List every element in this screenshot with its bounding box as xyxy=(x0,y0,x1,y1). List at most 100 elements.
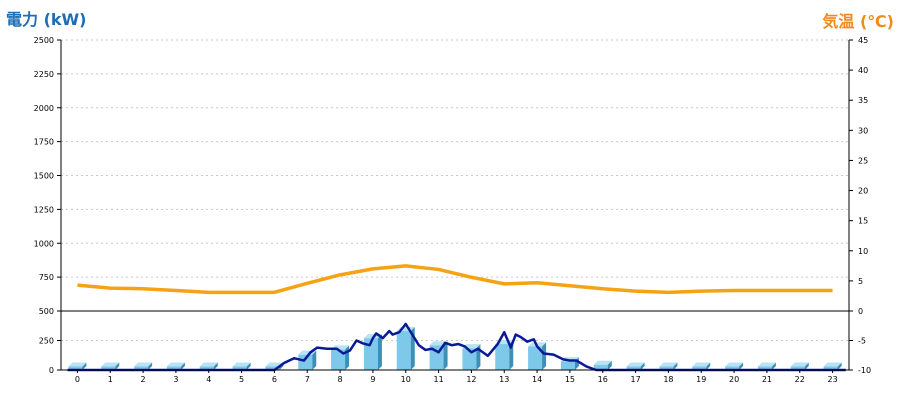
x-tick-label: 5 xyxy=(239,375,244,384)
x-tick-label: 3 xyxy=(173,375,178,384)
left-tick-label: 500 xyxy=(39,307,54,316)
x-tick-label: 15 xyxy=(565,375,575,384)
power-bar xyxy=(692,362,711,370)
power-bar xyxy=(626,362,645,370)
power-bar-side xyxy=(377,334,382,370)
power-bar xyxy=(68,362,87,370)
left-axis-ticks: 0 250 500 750 1000 1250 1500 1750 2000 2250 2500 xyxy=(34,36,61,375)
power-bar-side xyxy=(246,362,251,370)
power-bar xyxy=(823,362,842,370)
power-bar xyxy=(134,362,153,370)
right-tick-label: 15 xyxy=(858,217,868,226)
right-axis-title: 気温 (℃) xyxy=(822,12,894,31)
power-bar-top xyxy=(593,360,612,365)
power-bar xyxy=(757,362,776,370)
left-tick-label: 750 xyxy=(39,273,54,282)
x-tick-label: 4 xyxy=(206,375,211,384)
power-bar-side xyxy=(771,362,776,370)
left-tick-label: 2250 xyxy=(34,70,54,79)
right-tick-label: 20 xyxy=(858,187,868,196)
temperature-series xyxy=(77,264,833,295)
power-bar-front xyxy=(495,344,510,370)
x-tick-label: 9 xyxy=(370,375,375,384)
power-bar-front xyxy=(134,366,149,370)
power-bar xyxy=(363,334,382,370)
x-tick-label: 0 xyxy=(75,375,80,384)
x-axis-ticks: 0 1 2 3 4 5 6 7 8 9 10 11 12 13 14 15 16 17 18 19 20 21 22 23 xyxy=(75,370,838,384)
left-tick-label: 1500 xyxy=(34,172,54,181)
x-tick-label: 19 xyxy=(696,375,706,384)
power-bar-front xyxy=(331,349,346,370)
left-tick-label: 0 xyxy=(49,366,54,375)
power-line xyxy=(67,322,846,372)
power-bar-front xyxy=(232,366,247,370)
x-tick-label: 8 xyxy=(338,375,343,384)
right-tick-label: 45 xyxy=(858,36,868,45)
left-tick-label: 2500 xyxy=(34,36,54,45)
x-tick-label: 12 xyxy=(466,375,476,384)
power-bar-front xyxy=(199,366,214,370)
power-bar-top xyxy=(823,362,842,367)
x-tick-label: 18 xyxy=(663,375,673,384)
power-bar-side xyxy=(640,362,645,370)
power-bar-side xyxy=(443,341,448,370)
right-tick-label: 0 xyxy=(858,307,863,316)
power-bar xyxy=(199,362,218,370)
right-tick-label: 40 xyxy=(858,66,868,75)
x-tick-label: 10 xyxy=(401,375,411,384)
power-bar-top xyxy=(692,362,711,367)
power-series xyxy=(67,322,846,372)
power-bar-front xyxy=(298,354,313,370)
power-bar-side xyxy=(673,362,678,370)
power-bar xyxy=(101,362,120,370)
power-bar-front xyxy=(593,364,608,370)
right-tick-label: -10 xyxy=(858,366,871,375)
right-axis-ticks: -10 -5 0 5 10 15 20 25 30 35 40 45 xyxy=(849,36,871,375)
power-bar-side xyxy=(607,360,612,370)
left-tick-label: 1250 xyxy=(34,205,54,214)
power-bar-side xyxy=(345,345,350,370)
power-bar-front xyxy=(790,366,805,370)
x-tick-label: 14 xyxy=(532,375,542,384)
x-tick-label: 11 xyxy=(433,375,443,384)
power-bar xyxy=(593,360,612,370)
power-bar-top xyxy=(199,362,218,367)
power-bar-top xyxy=(232,362,251,367)
power-bar-side xyxy=(706,362,711,370)
x-tick-label: 22 xyxy=(795,375,805,384)
left-tick-label: 2000 xyxy=(34,104,54,113)
power-bar-front xyxy=(560,361,575,370)
power-bar xyxy=(429,341,448,370)
x-tick-label: 20 xyxy=(729,375,739,384)
power-bar-side xyxy=(180,362,185,370)
right-tick-label: 25 xyxy=(858,156,868,165)
right-tick-label: 10 xyxy=(858,247,868,256)
power-bar-side xyxy=(148,362,153,370)
power-bar-top xyxy=(725,362,744,367)
power-bar-front xyxy=(692,366,707,370)
x-tick-label: 13 xyxy=(499,375,509,384)
power-bar-side xyxy=(115,362,120,370)
left-tick-label: 250 xyxy=(39,337,54,346)
power-bar xyxy=(790,362,809,370)
power-bar-front xyxy=(396,331,411,370)
power-bar-front xyxy=(626,366,641,370)
x-tick-label: 1 xyxy=(108,375,113,384)
power-bar-top xyxy=(101,362,120,367)
power-bar-front xyxy=(101,366,116,370)
power-bar-side xyxy=(837,362,842,370)
power-bar-front xyxy=(68,366,83,370)
x-tick-label: 2 xyxy=(141,375,146,384)
grid-lines xyxy=(61,39,849,341)
x-tick-label: 7 xyxy=(305,375,310,384)
left-tick-label: 1750 xyxy=(34,138,54,147)
power-bar-front xyxy=(363,338,378,370)
x-tick-label: 6 xyxy=(272,375,277,384)
power-bar-side xyxy=(312,350,317,370)
power-bar-front xyxy=(265,366,280,370)
power-bar-top xyxy=(166,362,185,367)
power-bar-front xyxy=(823,366,838,370)
power-bar-front xyxy=(462,348,477,370)
power-bar-top xyxy=(68,362,87,367)
